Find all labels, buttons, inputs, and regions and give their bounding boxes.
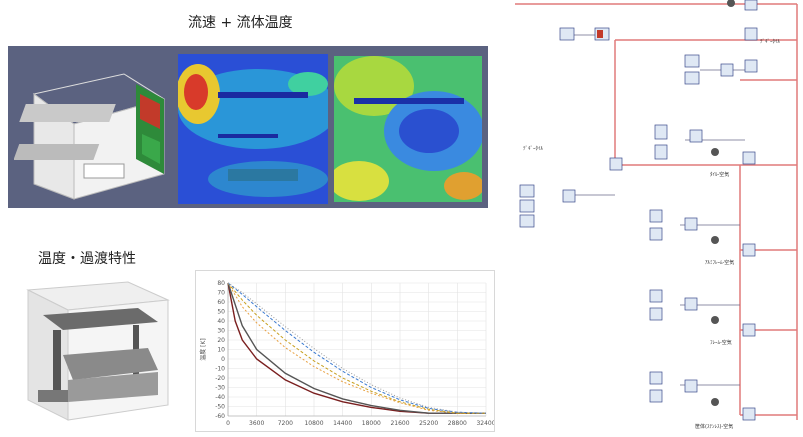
flow-temperature-title: 流速 + 流体温度 xyxy=(188,15,293,31)
x-tick-label: 32400 xyxy=(476,420,494,427)
x-tick-label: 14400 xyxy=(333,420,352,427)
y-tick-label: 80 xyxy=(217,280,225,287)
y-tick-label: -50 xyxy=(215,404,225,411)
simulation-strip xyxy=(8,46,488,208)
diagram-label-4: ﾌﾚｰﾑ-空気 xyxy=(710,339,732,346)
y-tick-label: 50 xyxy=(217,309,225,316)
y-tick-label: -30 xyxy=(215,385,225,392)
diagram-label-2: ﾀｲﾙ-空気 xyxy=(710,171,729,178)
transient-title: 温度・過渡特性 xyxy=(38,251,136,267)
model-3d-grey-view xyxy=(8,270,188,430)
x-tick-label: 18000 xyxy=(362,420,381,427)
diagram-label-6: 筐体(ｽﾃﾝﾚｽ)-空気 xyxy=(695,423,733,430)
y-tick-label: 20 xyxy=(217,337,225,344)
series-line-3 xyxy=(227,282,486,414)
y-tick-label: 60 xyxy=(217,299,225,306)
y-tick-label: 10 xyxy=(217,347,225,354)
y-tick-label: 30 xyxy=(217,328,225,335)
y-tick-label: -20 xyxy=(215,375,225,382)
y-axis-label: 温度 [K] xyxy=(199,338,207,361)
y-tick-label: -40 xyxy=(215,394,225,401)
series-line-1 xyxy=(227,282,486,414)
x-tick-label: 0 xyxy=(226,420,230,427)
transient-chart: 80 70 60 50 40 30 20 10 0 -10 -20 -30 -40 -50 -60 0 3600… xyxy=(195,270,496,432)
y-tick-label: -60 xyxy=(215,413,225,420)
diagram-label-5: ﾃﾞｷﾞｰﾀｲﾙ xyxy=(760,38,781,45)
x-tick-label: 10800 xyxy=(304,420,323,427)
velocity-contour-view xyxy=(178,54,328,204)
y-tick-label: 0 xyxy=(221,356,225,363)
series-line-4 xyxy=(227,282,486,414)
series-line-2 xyxy=(227,282,486,414)
y-tick-label: 40 xyxy=(217,318,225,325)
diagram-label-3: ｱﾙﾐﾌﾚｰﾑ-空気 xyxy=(705,259,734,266)
x-tick-label: 3600 xyxy=(249,420,264,427)
x-tick-label: 28800 xyxy=(448,420,467,427)
thermal-network-diagram: ﾃﾞｷﾞｰﾀｲﾙ ﾀｲﾙ-空気 ｱﾙﾐﾌﾚｰﾑ-空気 ﾌﾚｰﾑ-空気 ﾃﾞｷﾞｰ… xyxy=(505,0,803,433)
x-tick-label: 25200 xyxy=(419,420,438,427)
series-line-5 xyxy=(227,282,487,414)
series-line-6 xyxy=(227,282,487,414)
y-tick-label: -10 xyxy=(215,366,225,373)
diagram-label-1: ﾃﾞｷﾞｰﾀｲﾙ xyxy=(523,145,544,152)
model-3d-flow-view xyxy=(14,54,172,202)
fluid-temperature-view xyxy=(334,56,482,202)
x-tick-label: 7200 xyxy=(278,420,293,427)
y-tick-label: 70 xyxy=(217,290,225,297)
x-tick-label: 21600 xyxy=(390,420,409,427)
